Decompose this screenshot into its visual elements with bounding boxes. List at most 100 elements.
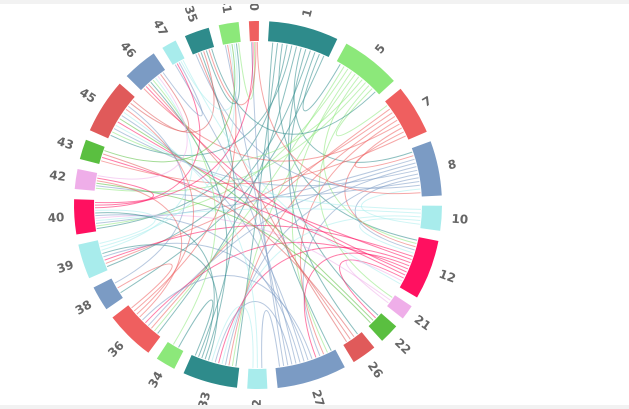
ribbon-27-39[interactable] xyxy=(103,242,309,361)
ribbon-36-38[interactable] xyxy=(117,263,173,309)
ribbon-10-45[interactable] xyxy=(115,124,421,210)
ribbon-35-41[interactable] xyxy=(205,43,241,105)
ribbon-27-32[interactable] xyxy=(261,310,281,368)
ribbon-36-42[interactable] xyxy=(96,180,182,318)
group-arc-38[interactable] xyxy=(93,278,123,310)
group-arc-42[interactable] xyxy=(74,169,98,191)
ribbon-39-40[interactable] xyxy=(95,209,156,244)
group-label-8: 8 xyxy=(447,157,458,172)
group-arc-46[interactable] xyxy=(126,53,166,91)
ribbon-1-26[interactable] xyxy=(288,52,358,335)
ribbon-27-45[interactable] xyxy=(121,115,305,362)
group-label-26: 26 xyxy=(365,359,386,381)
ribbon-39-46[interactable] xyxy=(101,77,193,251)
ribbon-36-45[interactable] xyxy=(125,108,194,315)
ribbon-12-22[interactable] xyxy=(339,259,404,319)
ribbon-1-45[interactable] xyxy=(110,45,293,156)
ribbon-43-41[interactable] xyxy=(104,44,236,163)
ribbon-47-12[interactable] xyxy=(182,60,401,285)
ribbon-5-21[interactable] xyxy=(318,85,393,298)
ribbon-34-46[interactable] xyxy=(152,79,217,345)
ribbon-5-27[interactable] xyxy=(291,71,352,353)
group-arc-12[interactable] xyxy=(399,237,439,298)
ribbon-27-40[interactable] xyxy=(95,214,301,363)
ribbon-45-35[interactable] xyxy=(130,51,215,133)
group-arc-41[interactable] xyxy=(218,22,241,45)
arcs-layer xyxy=(74,20,442,389)
group-arc-5[interactable] xyxy=(336,43,394,95)
group-label-41: 41 xyxy=(218,4,234,15)
group-arc-27[interactable] xyxy=(275,349,345,388)
group-arc-10[interactable] xyxy=(420,205,442,231)
ribbon-10-12[interactable] xyxy=(359,218,421,254)
ribbon-12-33[interactable] xyxy=(218,246,411,364)
group-arc-8[interactable] xyxy=(411,141,442,197)
ribbons-layer xyxy=(94,41,421,369)
group-arc-7[interactable] xyxy=(385,88,427,140)
group-label-22: 22 xyxy=(392,335,414,357)
ribbon-33-34[interactable] xyxy=(178,299,214,356)
ribbon-40-30[interactable] xyxy=(94,42,254,206)
group-arc-47[interactable] xyxy=(162,40,185,65)
group-label-38: 38 xyxy=(73,297,95,318)
ribbon-1-8[interactable] xyxy=(293,47,413,163)
ribbon-27-47[interactable] xyxy=(174,64,297,364)
group-arc-35[interactable] xyxy=(184,27,215,55)
group-arc-32[interactable] xyxy=(247,368,268,389)
group-arc-36[interactable] xyxy=(112,305,161,353)
ribbon-27-36[interactable] xyxy=(142,275,313,359)
ribbon-22-42[interactable] xyxy=(96,182,371,324)
ribbon-35-5[interactable] xyxy=(211,48,376,135)
ribbon-5-40[interactable] xyxy=(96,68,349,227)
ribbon-7-12[interactable] xyxy=(344,127,416,248)
ribbon-32-33[interactable] xyxy=(211,305,254,368)
group-arc-22[interactable] xyxy=(368,313,397,341)
ribbon-26-43[interactable] xyxy=(103,153,355,338)
group-arc-34[interactable] xyxy=(156,341,184,369)
group-label-36: 36 xyxy=(105,338,127,360)
ribbon-33-39[interactable] xyxy=(102,244,218,361)
ribbon-5-7[interactable] xyxy=(335,88,388,137)
ribbon-40-42[interactable] xyxy=(95,177,154,204)
ribbon-27-41[interactable] xyxy=(224,45,289,366)
ribbon-21-12[interactable] xyxy=(345,259,403,304)
ribbon-30-8[interactable] xyxy=(256,41,421,195)
ribbon-22-45[interactable] xyxy=(119,118,374,321)
group-label-7: 7 xyxy=(420,93,434,109)
group-arc-45[interactable] xyxy=(89,83,135,139)
ribbon-8-27[interactable] xyxy=(302,173,419,357)
ribbon-33-40[interactable] xyxy=(95,212,215,359)
ribbon-30-35[interactable] xyxy=(208,42,257,106)
ribbon-33-35[interactable] xyxy=(198,52,236,357)
ribbon-41-30[interactable] xyxy=(238,42,256,100)
ribbon-40-47[interactable] xyxy=(95,63,201,209)
group-label-12: 12 xyxy=(437,267,458,286)
group-arc-30[interactable] xyxy=(248,20,259,42)
ribbon-7-36[interactable] xyxy=(151,108,391,329)
group-arc-1[interactable] xyxy=(268,21,338,58)
ribbon-5-36[interactable] xyxy=(154,66,345,332)
ribbon-45-46[interactable] xyxy=(132,74,190,132)
group-arc-43[interactable] xyxy=(79,139,105,165)
ribbon-8-36[interactable] xyxy=(147,162,416,326)
group-arc-39[interactable] xyxy=(78,240,108,279)
group-arc-21[interactable] xyxy=(387,295,412,319)
group-arc-40[interactable] xyxy=(74,199,97,235)
ribbon-8-45[interactable] xyxy=(113,128,418,187)
ribbon-5-33[interactable] xyxy=(231,73,356,367)
ribbon-27-30[interactable] xyxy=(250,42,285,367)
group-label-27: 27 xyxy=(309,388,327,405)
ribbon-46-47[interactable] xyxy=(162,62,203,117)
ribbon-1-5[interactable] xyxy=(302,53,341,112)
ribbon-12-46[interactable] xyxy=(145,86,407,273)
ribbon-7-33[interactable] xyxy=(228,116,396,366)
ribbon-33-46[interactable] xyxy=(150,81,228,360)
ribbon-7-8[interactable] xyxy=(354,131,414,169)
ribbon-10-8[interactable] xyxy=(360,188,421,225)
ribbon-47-41[interactable] xyxy=(180,43,238,111)
group-arc-33[interactable] xyxy=(183,354,240,388)
ribbon-38-45[interactable] xyxy=(114,105,186,284)
group-arc-26[interactable] xyxy=(343,332,375,363)
ribbon-27-33[interactable] xyxy=(214,301,293,365)
